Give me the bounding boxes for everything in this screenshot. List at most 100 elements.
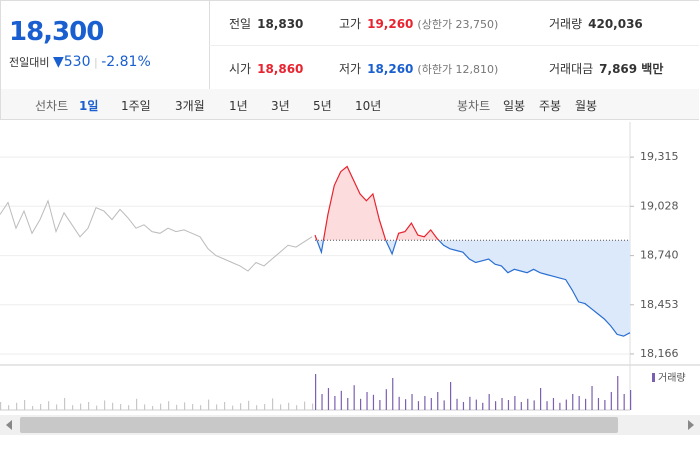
quote-cell: 저가 18,260 (하한가 12,810) bbox=[339, 60, 498, 77]
volume-bar bbox=[88, 402, 90, 410]
quote-cell: 시가 18,860 bbox=[229, 60, 303, 77]
change-pct: -2.81% bbox=[101, 54, 151, 70]
volume-bar bbox=[385, 389, 387, 410]
tab[interactable]: 1일 bbox=[79, 99, 99, 113]
volume-bar bbox=[482, 402, 484, 410]
cell-value: 18,860 bbox=[257, 62, 304, 76]
volume-bar bbox=[32, 406, 34, 410]
y-tick-label: 18,453 bbox=[640, 298, 679, 311]
volume-bar bbox=[64, 398, 66, 410]
volume-bar bbox=[248, 400, 250, 410]
volume-bar bbox=[321, 394, 323, 410]
quote-cell: 거래량 420,036 bbox=[549, 15, 643, 32]
y-tick-label: 18,740 bbox=[640, 249, 679, 262]
volume-bar bbox=[437, 392, 439, 410]
volume-bar bbox=[495, 401, 497, 410]
change-arrow: ▼ bbox=[52, 54, 64, 70]
y-tick-label: 19,028 bbox=[640, 199, 679, 212]
volume-bar bbox=[340, 390, 342, 410]
volume-bar bbox=[417, 401, 420, 410]
volume-bar bbox=[617, 376, 619, 410]
volume-bar bbox=[604, 400, 606, 410]
price-line-down bbox=[316, 240, 631, 337]
cell-label: 거래대금 bbox=[549, 62, 594, 76]
cell-label: 거래량 bbox=[549, 17, 583, 31]
volume-bar bbox=[224, 402, 226, 410]
volume-bar bbox=[565, 399, 567, 410]
tab[interactable]: 3년 bbox=[271, 99, 290, 113]
cell-label: 고가 bbox=[339, 17, 362, 31]
volume-bar bbox=[112, 402, 114, 410]
volume-bar bbox=[296, 405, 298, 410]
volume-bar bbox=[144, 404, 146, 410]
tab[interactable]: 월봉 bbox=[575, 99, 598, 113]
tab[interactable]: 일봉 bbox=[503, 99, 526, 113]
volume-bar bbox=[192, 404, 194, 410]
volume-bar bbox=[443, 400, 445, 410]
tab[interactable]: 3개월 bbox=[175, 99, 205, 113]
volume-bar bbox=[366, 392, 368, 410]
volume-bar bbox=[272, 398, 274, 410]
volume-bar bbox=[585, 398, 587, 410]
change: 전일대비 ▼530 | -2.81% bbox=[9, 54, 151, 70]
volume-bar bbox=[72, 405, 74, 410]
volume-bar bbox=[347, 398, 349, 410]
cell-value: 7,869 백만 bbox=[599, 62, 664, 76]
prev-line bbox=[0, 199, 313, 272]
volume-bar bbox=[475, 399, 477, 410]
area-up bbox=[315, 166, 630, 241]
volume-bar bbox=[353, 385, 355, 410]
volume-bar bbox=[572, 394, 574, 410]
volume-bar bbox=[610, 392, 612, 410]
volume-bar bbox=[623, 394, 625, 410]
volume-bar bbox=[232, 405, 234, 410]
tab[interactable]: 1주일 bbox=[121, 99, 151, 113]
volume-bar bbox=[256, 405, 258, 410]
volume-bar bbox=[507, 400, 510, 410]
cell-note: (상한가 23,750) bbox=[417, 18, 499, 31]
volume-bar bbox=[176, 404, 178, 410]
y-tick-label: 19,315 bbox=[640, 150, 679, 163]
volume-bar bbox=[392, 378, 394, 410]
tab-bar: 선차트 1일 1주일 3개월 1년 3년 5년 10년 봉차트 일봉 주봉 월봉 bbox=[0, 89, 699, 120]
cell-label: 시가 bbox=[229, 62, 252, 76]
volume-bar bbox=[80, 403, 82, 410]
volume-bar bbox=[304, 401, 306, 410]
volume-bar bbox=[8, 405, 10, 410]
volume-bar bbox=[136, 398, 138, 410]
volume-bar bbox=[398, 396, 400, 410]
volume-bar bbox=[327, 388, 330, 410]
quote-cell: 거래대금 7,869 백만 bbox=[549, 60, 663, 77]
volume-bar bbox=[546, 401, 548, 410]
cell-value: 18,830 bbox=[257, 17, 304, 31]
volume-bar bbox=[280, 404, 282, 410]
volume-bar bbox=[456, 398, 458, 410]
volume-bar bbox=[591, 386, 593, 410]
volume-bar bbox=[578, 396, 580, 410]
tab[interactable]: 10년 bbox=[355, 99, 382, 113]
volume-bar bbox=[288, 402, 290, 410]
cell-value: 18,260 bbox=[367, 62, 414, 76]
volume-bar bbox=[540, 388, 542, 410]
tab[interactable]: 주봉 bbox=[539, 99, 562, 113]
volume-bar bbox=[0, 402, 2, 410]
tab-group-label: 선차트 bbox=[35, 99, 69, 113]
cell-note: (하한가 12,810) bbox=[417, 63, 499, 76]
volume-bar bbox=[24, 400, 26, 410]
quote-cell: 전일 18,830 bbox=[229, 15, 303, 32]
volume-bar bbox=[168, 401, 170, 410]
volume-bar bbox=[56, 404, 58, 410]
tab-group-label: 봉차트 bbox=[457, 99, 491, 113]
legend-swatch bbox=[652, 373, 655, 382]
volume-bar bbox=[360, 398, 362, 410]
volume-bar bbox=[96, 405, 98, 410]
volume-bar bbox=[559, 402, 561, 410]
quote-cell: 고가 19,260 (상한가 23,750) bbox=[339, 15, 498, 32]
tab[interactable]: 1년 bbox=[229, 99, 248, 113]
volume-bar bbox=[372, 394, 375, 410]
volume-bar bbox=[264, 404, 266, 410]
tab[interactable]: 5년 bbox=[313, 99, 332, 113]
volume-bar bbox=[312, 403, 314, 410]
area-down bbox=[316, 240, 630, 337]
